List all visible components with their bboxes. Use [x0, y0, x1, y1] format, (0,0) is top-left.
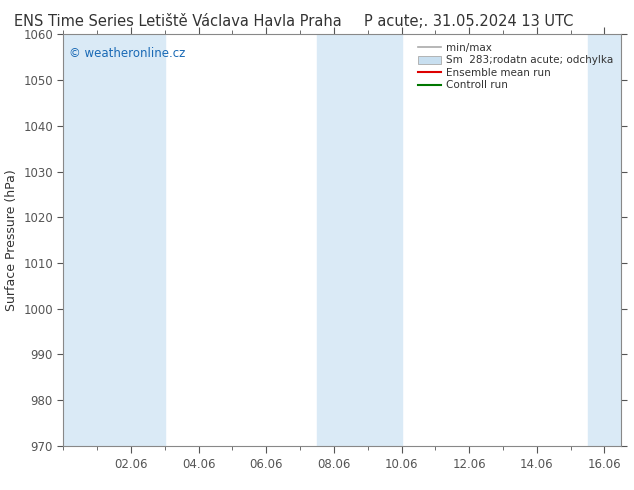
Legend: min/max, Sm  283;rodatn acute; odchylka, Ensemble mean run, Controll run: min/max, Sm 283;rodatn acute; odchylka, … [415, 40, 616, 94]
Bar [588, 34, 621, 446]
Bar [63, 34, 165, 446]
Text: P acute;. 31.05.2024 13 UTC: P acute;. 31.05.2024 13 UTC [365, 14, 574, 29]
Bar [317, 34, 401, 446]
Text: ENS Time Series Letiště Václava Havla Praha: ENS Time Series Letiště Václava Havla Pr… [14, 14, 341, 29]
Text: © weatheronline.cz: © weatheronline.cz [69, 47, 185, 60]
Y-axis label: Surface Pressure (hPa): Surface Pressure (hPa) [4, 169, 18, 311]
